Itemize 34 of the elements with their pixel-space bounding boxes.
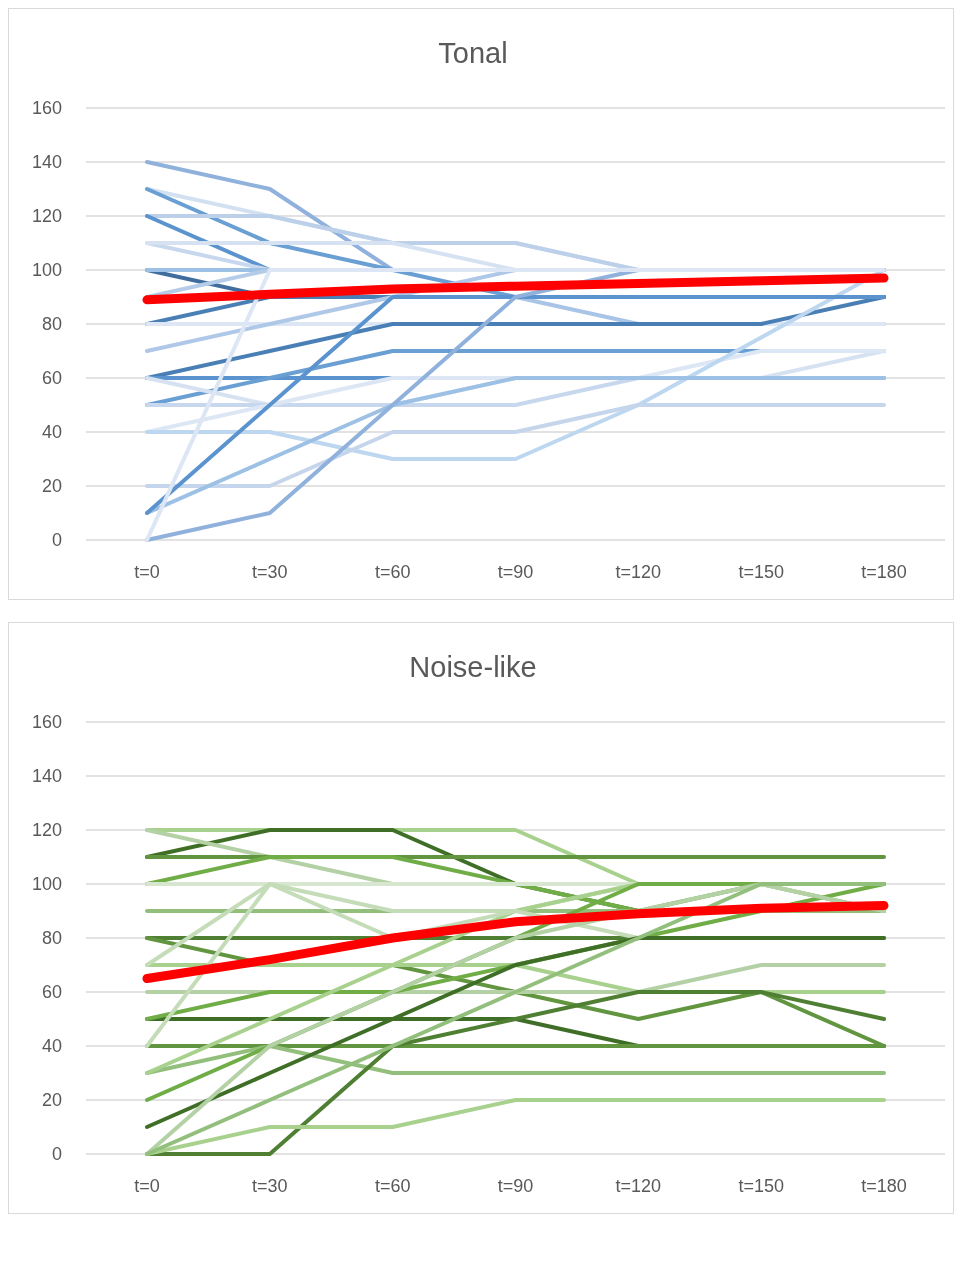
y-tick-label: 80 bbox=[41, 928, 62, 949]
y-tick-label: 80 bbox=[41, 314, 62, 335]
y-tick-label: 160 bbox=[31, 98, 62, 119]
y-tick-label: 60 bbox=[41, 368, 62, 389]
chart-title: Tonal bbox=[438, 37, 508, 69]
y-tick-label: 100 bbox=[31, 260, 62, 281]
x-tick-label: t=120 bbox=[615, 562, 662, 582]
x-tick-label: t=60 bbox=[374, 1176, 411, 1196]
x-tick-label: t=0 bbox=[134, 1176, 160, 1196]
y-tick-label: 120 bbox=[31, 820, 62, 841]
x-tick-label: t=60 bbox=[374, 562, 411, 582]
x-tick-label: t=30 bbox=[252, 1176, 288, 1196]
y-tick-label: 0 bbox=[51, 1144, 62, 1165]
x-tick-label: t=180 bbox=[861, 1176, 907, 1196]
x-tick-label: t=150 bbox=[738, 1176, 784, 1196]
y-tick-label: 140 bbox=[31, 766, 62, 787]
chart-title: Noise-like bbox=[409, 651, 537, 683]
y-tick-label: 60 bbox=[41, 982, 62, 1003]
x-tick-label: t=180 bbox=[861, 562, 907, 582]
y-tick-label: 140 bbox=[31, 152, 62, 173]
y-tick-label: 120 bbox=[31, 206, 62, 227]
x-tick-label: t=120 bbox=[615, 1176, 662, 1196]
y-tick-label: 40 bbox=[41, 422, 62, 443]
y-tick-label: 100 bbox=[31, 874, 62, 895]
y-tick-label: 160 bbox=[31, 712, 62, 733]
y-tick-label: 20 bbox=[41, 1090, 62, 1111]
y-tick-label: 40 bbox=[41, 1036, 62, 1057]
y-tick-label: 20 bbox=[41, 476, 62, 497]
x-tick-label: t=0 bbox=[134, 562, 160, 582]
x-tick-label: t=30 bbox=[252, 562, 288, 582]
x-tick-label: t=150 bbox=[738, 562, 784, 582]
x-tick-label: t=90 bbox=[497, 1176, 534, 1196]
x-tick-label: t=90 bbox=[497, 562, 534, 582]
y-tick-label: 0 bbox=[51, 530, 62, 551]
